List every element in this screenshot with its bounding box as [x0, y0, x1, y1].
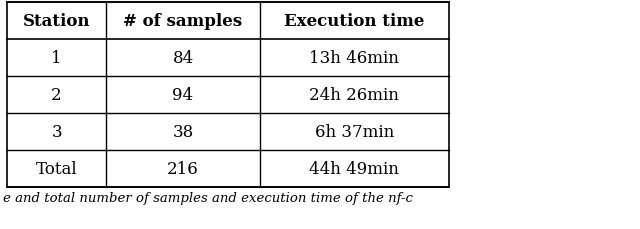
Text: 94: 94 — [172, 87, 193, 104]
Text: Station: Station — [23, 13, 90, 30]
Text: e and total number of samples and execution time of the nf-c: e and total number of samples and execut… — [3, 191, 413, 204]
Text: 3: 3 — [51, 123, 62, 140]
Text: 38: 38 — [172, 123, 194, 140]
Text: # of samples: # of samples — [124, 13, 243, 30]
Text: 216: 216 — [167, 160, 199, 177]
Text: 6h 37min: 6h 37min — [315, 123, 394, 140]
Text: 44h 49min: 44h 49min — [309, 160, 399, 177]
Text: 2: 2 — [51, 87, 62, 104]
Bar — [7, 3, 449, 187]
Text: 24h 26min: 24h 26min — [309, 87, 399, 104]
Text: Total: Total — [36, 160, 77, 177]
Text: 84: 84 — [172, 50, 194, 67]
Text: 13h 46min: 13h 46min — [309, 50, 399, 67]
Text: 1: 1 — [51, 50, 62, 67]
Text: Execution time: Execution time — [284, 13, 424, 30]
